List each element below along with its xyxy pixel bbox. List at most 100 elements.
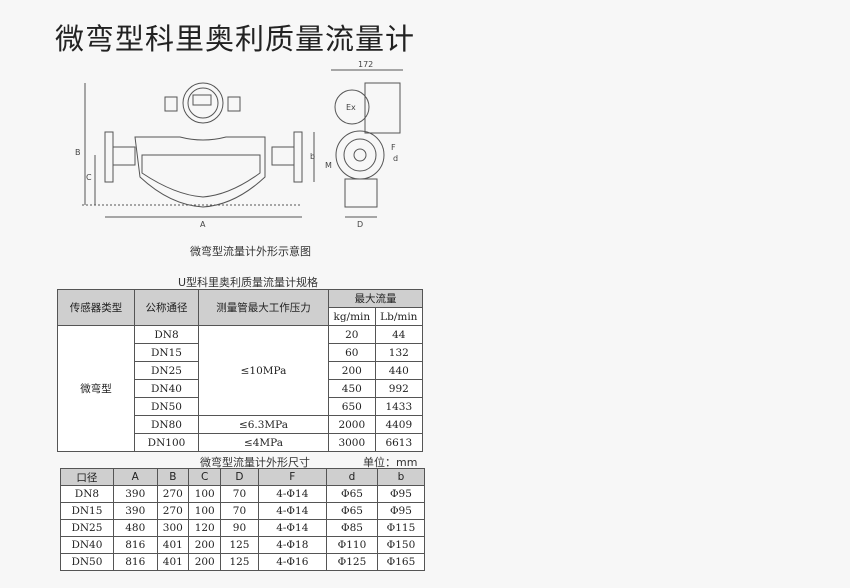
header-sensor-type: 传感器类型 [57,289,135,326]
label-C: C [86,173,92,182]
dim-cell: 816 [112,553,158,571]
flowmeter-diagram: B C A b 172 Ex F d M D [75,60,403,229]
dim-cell: 401 [156,536,190,554]
label-d: d [393,154,398,163]
label-172: 172 [358,60,373,69]
table-row: 微弯型 DN8 ≤10MPa 20 44 [57,325,424,452]
kg-cell: 450 [328,379,376,398]
dim-cell: DN40 [60,536,114,554]
dim-cell: 270 [156,485,190,503]
dn-cell: DN100 [134,433,199,452]
lb-cell: 132 [374,343,424,362]
header-max-pressure: 测量管最大工作压力 [198,289,329,326]
dn-cell: DN40 [134,379,199,398]
dim-cell: 90 [220,519,259,537]
dim-table-unit: 单位：mm [363,456,418,469]
dim-cell: 100 [188,502,222,520]
dim-cell: Φ125 [326,553,378,571]
dim-cell: 100 [188,485,222,503]
dim-cell: 70 [220,485,259,503]
dim-table-title: 微弯型流量计外形尺寸 [200,456,310,469]
dim-header: B [156,468,190,486]
label-D: D [357,220,363,229]
dim-cell: 401 [156,553,190,571]
spec-table: 传感器类型 公称通径 测量管最大工作压力 最大流量 kg/min Lb/min 微弯型 D… [57,289,424,452]
dim-cell: Φ150 [376,536,426,554]
dn-cell: DN25 [134,361,199,380]
dn-cell: DN80 [134,415,199,434]
dn-cell: DN50 [134,397,199,416]
kg-cell: 20 [328,325,376,344]
table-row: DN25 480 300 120 90 4-Φ14 Φ85 Φ115 [60,519,426,537]
table-row: DN40 816 401 200 125 4-Φ18 Φ110 Φ150 [60,536,426,554]
dim-cell: 480 [112,519,158,537]
table-row: DN80 ≤6.3MPa 2000 4409 [58,415,424,434]
lb-cell: 1433 [374,397,424,416]
dim-header: F [257,468,328,486]
header-nominal-diameter: 公称通径 [134,289,199,326]
dim-header: D [220,468,259,486]
label-F: F [391,143,396,152]
label-B: B [75,148,81,157]
table-row: DN100 ≤4MPa 3000 6613 [58,433,424,452]
dn-cell: DN8 [134,325,199,344]
dim-cell: 816 [112,536,158,554]
table-row: DN40 450 992 [58,379,424,398]
dim-cell: 4-Φ18 [257,536,328,554]
dim-cell: Φ95 [376,502,426,520]
table-row: DN15 390 270 100 70 4-Φ14 Φ65 Φ95 [60,502,426,520]
dim-cell: 270 [156,502,190,520]
dim-cell: 4-Φ14 [257,485,328,503]
lb-cell: 44 [374,325,424,344]
dim-cell: Φ95 [376,485,426,503]
dim-cell: Φ110 [326,536,378,554]
kg-cell: 650 [328,397,376,416]
dim-cell: 200 [188,553,222,571]
dim-cell: Φ65 [326,502,378,520]
label-M: M [325,161,332,170]
dim-cell: DN50 [60,553,114,571]
label-A: A [200,220,206,229]
dim-cell: 4-Φ16 [257,553,328,571]
dim-cell: 125 [220,536,259,554]
end-view [331,69,403,218]
dim-cell: Φ85 [326,519,378,537]
table-row: DN8 390 270 100 70 4-Φ14 Φ65 Φ95 [60,485,426,503]
header-max-flow: 最大流量 [328,289,423,308]
lb-cell: 6613 [374,433,424,452]
pressure-cell: ≤6.3MPa [198,415,329,434]
dim-cell: 4-Φ14 [257,502,328,520]
dim-header: C [188,468,222,486]
header-lb-min: Lb/min [374,307,424,326]
label-b: b [310,152,315,161]
dim-header: 口径 [60,468,114,486]
dim-cell: 200 [188,536,222,554]
dim-cell: 120 [188,519,222,537]
side-view [82,82,315,218]
sensor-type-cell: 微弯型 [57,325,135,452]
dim-cell: 390 [112,502,158,520]
dim-cell: Φ165 [376,553,426,571]
kg-cell: 3000 [328,433,376,452]
dim-cell: Φ65 [326,485,378,503]
table-row: DN50 816 401 200 125 4-Φ16 Φ125 Φ165 [60,553,426,571]
dim-cell: 125 [220,553,259,571]
lb-cell: 4409 [374,415,424,434]
dim-cell: Φ115 [376,519,426,537]
dim-header: b [376,468,426,486]
dim-header: d [326,468,378,486]
kg-cell: 200 [328,361,376,380]
pressure-cell: ≤4MPa [198,433,329,452]
dim-cell: 4-Φ14 [257,519,328,537]
dim-cell: DN25 [60,519,114,537]
header-kg-min: kg/min [328,307,376,326]
pressure-cell: ≤10MPa [198,325,329,416]
dim-cell: 390 [112,485,158,503]
dim-header: A [112,468,158,486]
lb-cell: 440 [374,361,424,380]
spec-table-title: U型科里奥利质量流量计规格 [178,276,319,289]
kg-cell: 60 [328,343,376,362]
table-row: DN50 650 1433 [58,397,424,416]
dim-cell: DN8 [60,485,114,503]
